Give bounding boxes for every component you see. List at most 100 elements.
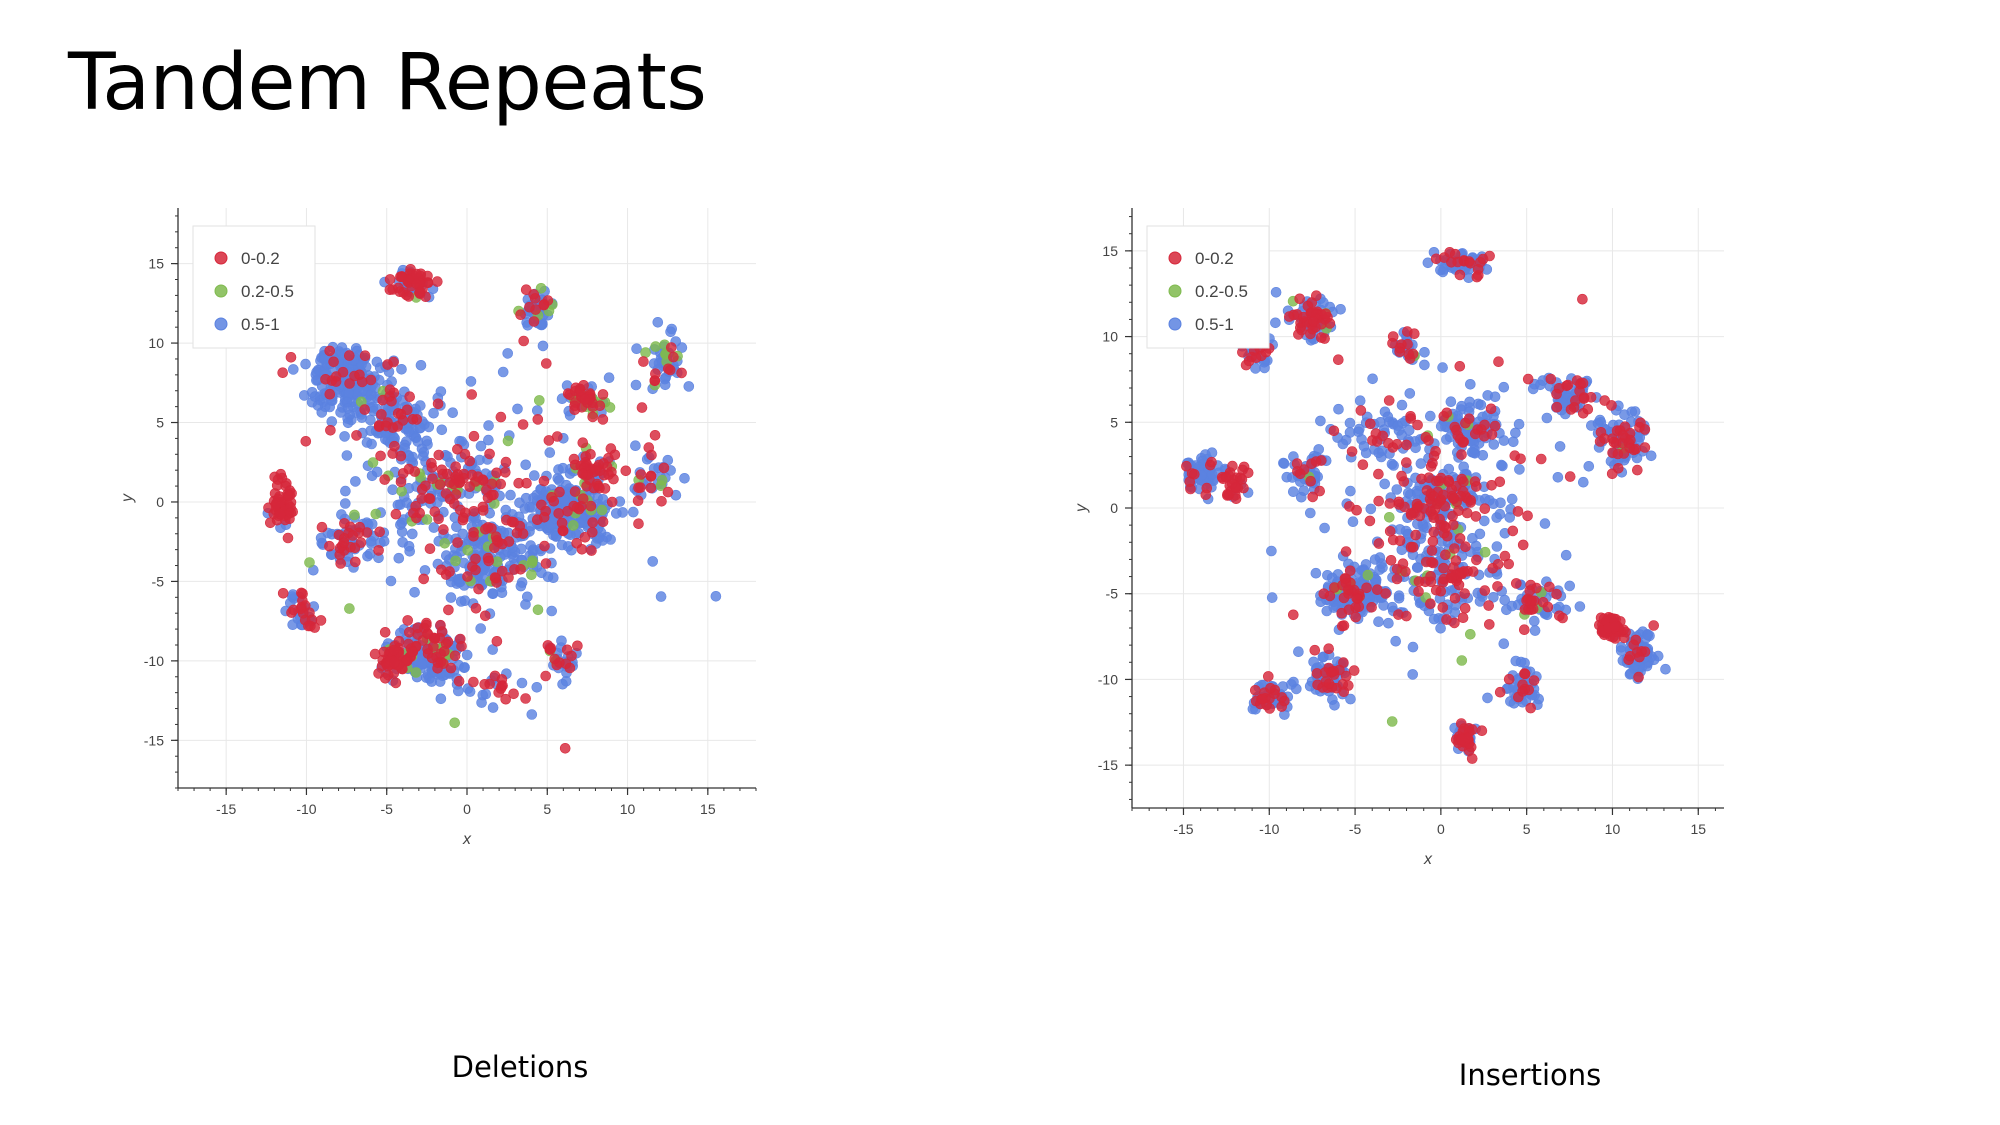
scatter-point [1332, 354, 1344, 365]
scatter-point [410, 667, 422, 678]
scatter-point [396, 271, 407, 282]
scatter-point [1387, 331, 1399, 342]
scatter-point [361, 437, 373, 448]
scatter-point [531, 514, 543, 526]
scatter-point [1307, 491, 1319, 503]
scatter-point [1617, 429, 1629, 441]
scatter-point [1486, 479, 1497, 491]
scatter-point [464, 686, 476, 697]
scatter-point [1457, 612, 1469, 624]
scatter-point [1522, 373, 1534, 385]
scatter-point [344, 603, 355, 614]
scatter-point [1230, 481, 1242, 493]
scatter-point [610, 508, 622, 519]
scatter-point [1630, 634, 1642, 646]
scatter-point [1401, 439, 1412, 451]
scatter-point [539, 540, 550, 552]
scatter-point [1427, 535, 1439, 547]
scatter-point [367, 457, 379, 468]
scatter-point [344, 378, 355, 389]
scatter-point [1310, 290, 1322, 301]
scatter-point [577, 493, 589, 505]
scatter-point [1357, 459, 1369, 471]
scatter-point [1250, 352, 1262, 363]
scatter-point [403, 291, 415, 302]
scatter-point [359, 404, 370, 415]
scatter-point [1448, 492, 1459, 504]
scatter-point [414, 287, 425, 299]
scatter-point [474, 454, 485, 466]
scatter-point [1440, 549, 1451, 561]
scatter-point [1471, 271, 1483, 283]
scatter-point [1564, 471, 1576, 482]
scatter-point [578, 380, 589, 391]
scatter-point [638, 356, 649, 367]
scatter-point [1391, 573, 1403, 585]
scatter-point [620, 465, 632, 477]
scatter-point [350, 476, 361, 487]
scatter-point [396, 485, 408, 497]
scatter-point [438, 645, 450, 657]
scatter-point [479, 678, 491, 690]
legend-marker [1168, 317, 1182, 331]
scatter-point [1265, 682, 1276, 694]
scatter-point [1454, 533, 1466, 544]
x-tick-label: 15 [1690, 821, 1706, 837]
scatter-point [373, 545, 384, 556]
scatter-point [1441, 407, 1453, 419]
scatter-point [397, 536, 409, 548]
scatter-point [451, 521, 462, 533]
scatter-point [428, 407, 439, 419]
scatter-point [1392, 420, 1404, 431]
scatter-point [1412, 419, 1423, 431]
scatter-point [1423, 472, 1435, 484]
scatter-point [1306, 306, 1318, 318]
scatter-point [535, 283, 547, 294]
scatter-point [1342, 584, 1354, 595]
scatter-point [1468, 447, 1479, 459]
scatter-point [532, 604, 544, 616]
scatter-point [387, 484, 399, 496]
scatter-point [1509, 450, 1521, 462]
scatter-point [1383, 617, 1394, 629]
scatter-point [596, 504, 608, 516]
scatter-point [597, 389, 609, 400]
scatter-point [1328, 665, 1340, 677]
scatter-point [324, 345, 335, 357]
scatter-point [416, 493, 428, 504]
scatter-point [285, 352, 297, 363]
scatter-point [538, 299, 550, 310]
scatter-point [1323, 643, 1335, 655]
scatter-point [1388, 460, 1399, 471]
scatter-point [388, 657, 400, 669]
scatter-point [552, 473, 564, 484]
scatter-point [269, 471, 280, 483]
scatter-point [656, 495, 667, 507]
scatter-point [1518, 624, 1530, 636]
legend-label: 0-0.2 [241, 249, 280, 268]
scatter-point [598, 458, 609, 469]
scatter-point [650, 341, 661, 352]
scatter-point [1464, 628, 1476, 640]
scatter-point [1324, 590, 1336, 602]
scatter-point [497, 366, 509, 378]
scatter-point [1517, 686, 1528, 697]
scatter-point [503, 536, 515, 547]
legend-box [1146, 225, 1270, 349]
scatter-point [543, 435, 555, 446]
scatter-point [1373, 495, 1385, 507]
scatter-point [1206, 468, 1218, 480]
scatter-point [1407, 669, 1419, 680]
scatter-point [1298, 311, 1309, 323]
scatter-point [1528, 615, 1540, 627]
scatter-point [1364, 418, 1376, 430]
scatter-point [431, 276, 443, 287]
scatter-point [495, 411, 507, 423]
scatter-point [1324, 318, 1336, 329]
scatter-panel-deletions: -15 -10 -5 0 5 10 15 -15 -10 -5 0 5 10 15 x y 0-0.2 0.2-0… [110, 190, 930, 970]
scatter-point [633, 518, 644, 530]
scatter-point [526, 709, 538, 720]
scatter-point [559, 494, 570, 506]
scatter-point [659, 379, 671, 391]
scatter-point [1564, 580, 1576, 592]
